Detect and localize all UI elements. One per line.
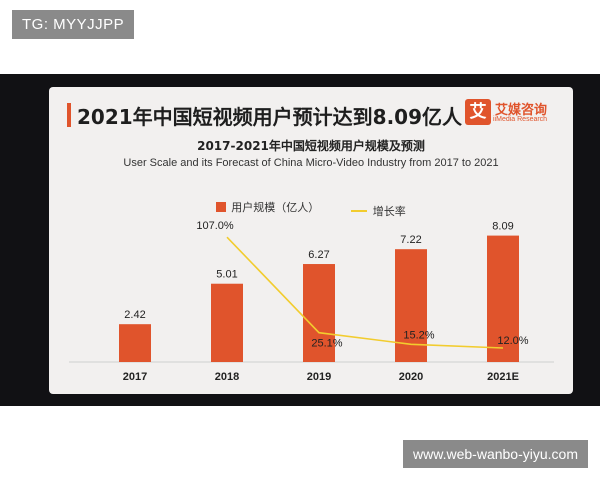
legend-label-users: 用户规模（亿人） (231, 201, 320, 214)
growth-label-2021E: 12.0% (497, 335, 528, 347)
watermark-top: TG: MYYJJPP (12, 10, 135, 39)
slide-title: 2021年中国短视频用户预计达到8.09亿人 (77, 105, 463, 129)
growth-label-2018: 107.0% (196, 220, 234, 232)
legend-swatch-line (350, 210, 367, 212)
bar-label-2019: 6.27 (308, 249, 329, 261)
brand-name: 艾媒咨询 (495, 103, 548, 118)
brand-icon: 艾 (465, 99, 491, 125)
x-tick-2021E: 2021E (487, 371, 519, 383)
bar-label-2018: 5.01 (216, 269, 237, 281)
chart-subtitle: User Scale and its Forecast of China Mic… (123, 157, 499, 169)
bar-label-2017: 2.42 (124, 309, 145, 321)
x-tick-2018: 2018 (215, 371, 239, 383)
bar-2018 (211, 283, 243, 362)
chart-slide: 2021年中国短视频用户预计达到8.09亿人 艾 艾媒咨询 iiMedia Re… (49, 87, 573, 394)
brand-logo: 艾 艾媒咨询 iiMedia Research (461, 99, 561, 127)
x-tick-2020: 2020 (399, 371, 423, 383)
bar-label-2020: 7.22 (400, 234, 421, 246)
watermark-bottom: www.web-wanbo-yiyu.com (403, 440, 588, 468)
brand-subtitle: iiMedia Research (493, 116, 548, 123)
bar-label-2021E: 8.09 (492, 221, 513, 233)
growth-label-2020: 15.2% (403, 329, 434, 341)
bar-2017 (119, 324, 151, 362)
chart-legend: 用户规模（亿人） 增长率 (49, 199, 573, 219)
growth-rate-line (226, 236, 504, 349)
chart-title: 2017-2021年中国短视频用户规模及预测 (197, 139, 425, 153)
legend-swatch-bar (216, 202, 227, 212)
growth-label-2019: 25.1% (311, 338, 342, 350)
legend-item-growth: 增长率 (350, 203, 406, 219)
title-accent-bar (67, 103, 71, 127)
x-tick-2019: 2019 (307, 371, 331, 383)
chart-plot: 2.42 5.01 6.27 7.22 8.09 2017 2018 2019 2020 2021… (69, 220, 554, 383)
legend-label-growth: 增长率 (372, 205, 406, 218)
bar-2019 (303, 264, 335, 362)
x-tick-2017: 2017 (123, 371, 147, 383)
bar-2021E (487, 235, 519, 362)
legend-item-users: 用户规模（亿人） (216, 199, 319, 215)
